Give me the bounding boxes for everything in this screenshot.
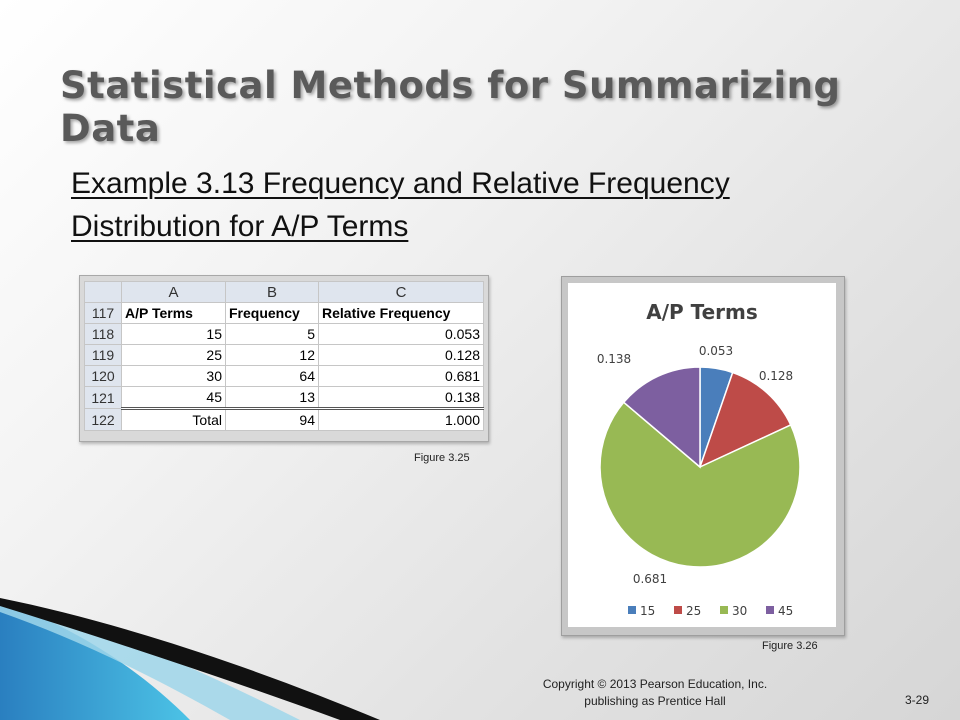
column-header-c[interactable]: C — [318, 281, 484, 303]
cell-frequency[interactable]: 13 — [225, 386, 319, 409]
legend-swatch — [766, 606, 774, 614]
column-header-row: A B C — [84, 281, 484, 303]
row-number[interactable]: 118 — [84, 323, 122, 345]
header-ap-terms[interactable]: A/P Terms — [121, 302, 226, 324]
row-number[interactable]: 117 — [84, 302, 122, 324]
row-number[interactable]: 121 — [84, 386, 122, 409]
swoosh-blue-shape — [0, 600, 190, 720]
legend-swatch — [628, 606, 636, 614]
cell-frequency[interactable]: 5 — [225, 323, 319, 345]
legend-label: 45 — [778, 604, 793, 618]
chart-figure-caption: Figure 3.26 — [762, 640, 818, 652]
column-header-b[interactable]: B — [225, 281, 319, 303]
cell-ap-terms[interactable]: 15 — [121, 323, 226, 345]
cell-relative-frequency[interactable]: 0.681 — [318, 365, 484, 387]
legend-label: 15 — [640, 604, 655, 618]
cell-ap-terms[interactable]: 30 — [121, 365, 226, 387]
legend-label: 30 — [732, 604, 747, 618]
row-number[interactable]: 120 — [84, 365, 122, 387]
column-header-a[interactable]: A — [121, 281, 226, 303]
table-header-row: 117 A/P Terms Frequency Relative Frequen… — [84, 302, 484, 324]
pie-chart-figure: A/P Terms 0.053 0.128 0.681 0.138 15 25 30 45 — [561, 276, 845, 636]
pie-slice-30[interactable] — [599, 401, 801, 568]
cell-ap-terms[interactable]: 25 — [121, 344, 226, 366]
row-number[interactable]: 122 — [84, 408, 122, 431]
cell-total-label[interactable]: Total — [121, 407, 226, 431]
pie-slice-25[interactable] — [698, 371, 792, 469]
pie-slice-45[interactable] — [622, 366, 701, 469]
cell-frequency[interactable]: 64 — [225, 365, 319, 387]
chart-area: A/P Terms 0.053 0.128 0.681 0.138 15 25 30 45 — [568, 283, 836, 627]
table-row: 118 15 5 0.053 — [84, 323, 484, 345]
total-row: 122 Total 94 1.000 — [84, 407, 484, 431]
cell-relative-frequency[interactable]: 0.053 — [318, 323, 484, 345]
slide-title: Statistical Methods for Summarizing Data — [60, 64, 841, 150]
spreadsheet-figure: A B C 117 A/P Terms Frequency Relative F… — [79, 275, 489, 442]
data-label: 0.053 — [699, 344, 733, 358]
select-all-corner[interactable] — [84, 281, 122, 303]
swoosh-light-shape — [0, 600, 300, 720]
example-heading-line2: Distribution for A/P Terms — [71, 210, 409, 243]
table-row: 121 45 13 0.138 — [84, 386, 484, 409]
copyright-notice: Copyright © 2013 Pearson Education, Inc.… — [520, 676, 790, 710]
cell-frequency[interactable]: 12 — [225, 344, 319, 366]
decorative-swoosh — [0, 598, 380, 720]
legend-label: 25 — [686, 604, 701, 618]
row-number[interactable]: 119 — [84, 344, 122, 366]
cell-relative-frequency[interactable]: 0.128 — [318, 344, 484, 366]
legend-swatch — [720, 606, 728, 614]
cell-ap-terms[interactable]: 45 — [121, 386, 226, 409]
header-relative-frequency[interactable]: Relative Frequency — [318, 302, 484, 324]
legend-swatch — [674, 606, 682, 614]
data-label: 0.681 — [633, 572, 667, 586]
cell-total-relative-frequency[interactable]: 1.000 — [318, 407, 484, 431]
example-heading-line1: Example 3.13 Frequency and Relative Freq… — [71, 167, 730, 200]
cell-total-frequency[interactable]: 94 — [225, 407, 319, 431]
table-row: 119 25 12 0.128 — [84, 344, 484, 366]
frequency-table: A B C 117 A/P Terms Frequency Relative F… — [84, 281, 484, 431]
swoosh-black-shape — [0, 598, 380, 720]
table-figure-caption: Figure 3.25 — [414, 452, 470, 464]
cell-relative-frequency[interactable]: 0.138 — [318, 386, 484, 409]
copyright-line1: Copyright © 2013 Pearson Education, Inc. — [542, 677, 768, 691]
chart-title: A/P Terms — [646, 300, 758, 324]
copyright-line2: publishing as Prentice Hall — [584, 694, 726, 708]
header-frequency[interactable]: Frequency — [225, 302, 319, 324]
table-row: 120 30 64 0.681 — [84, 365, 484, 387]
data-label: 0.138 — [597, 352, 631, 366]
pie-chart: A/P Terms 0.053 0.128 0.681 0.138 15 25 30 45 — [597, 300, 801, 618]
page-number: 3-29 — [905, 693, 930, 707]
example-heading: Example 3.13 Frequency and Relative Freq… — [71, 162, 891, 248]
data-label: 0.128 — [759, 369, 793, 383]
